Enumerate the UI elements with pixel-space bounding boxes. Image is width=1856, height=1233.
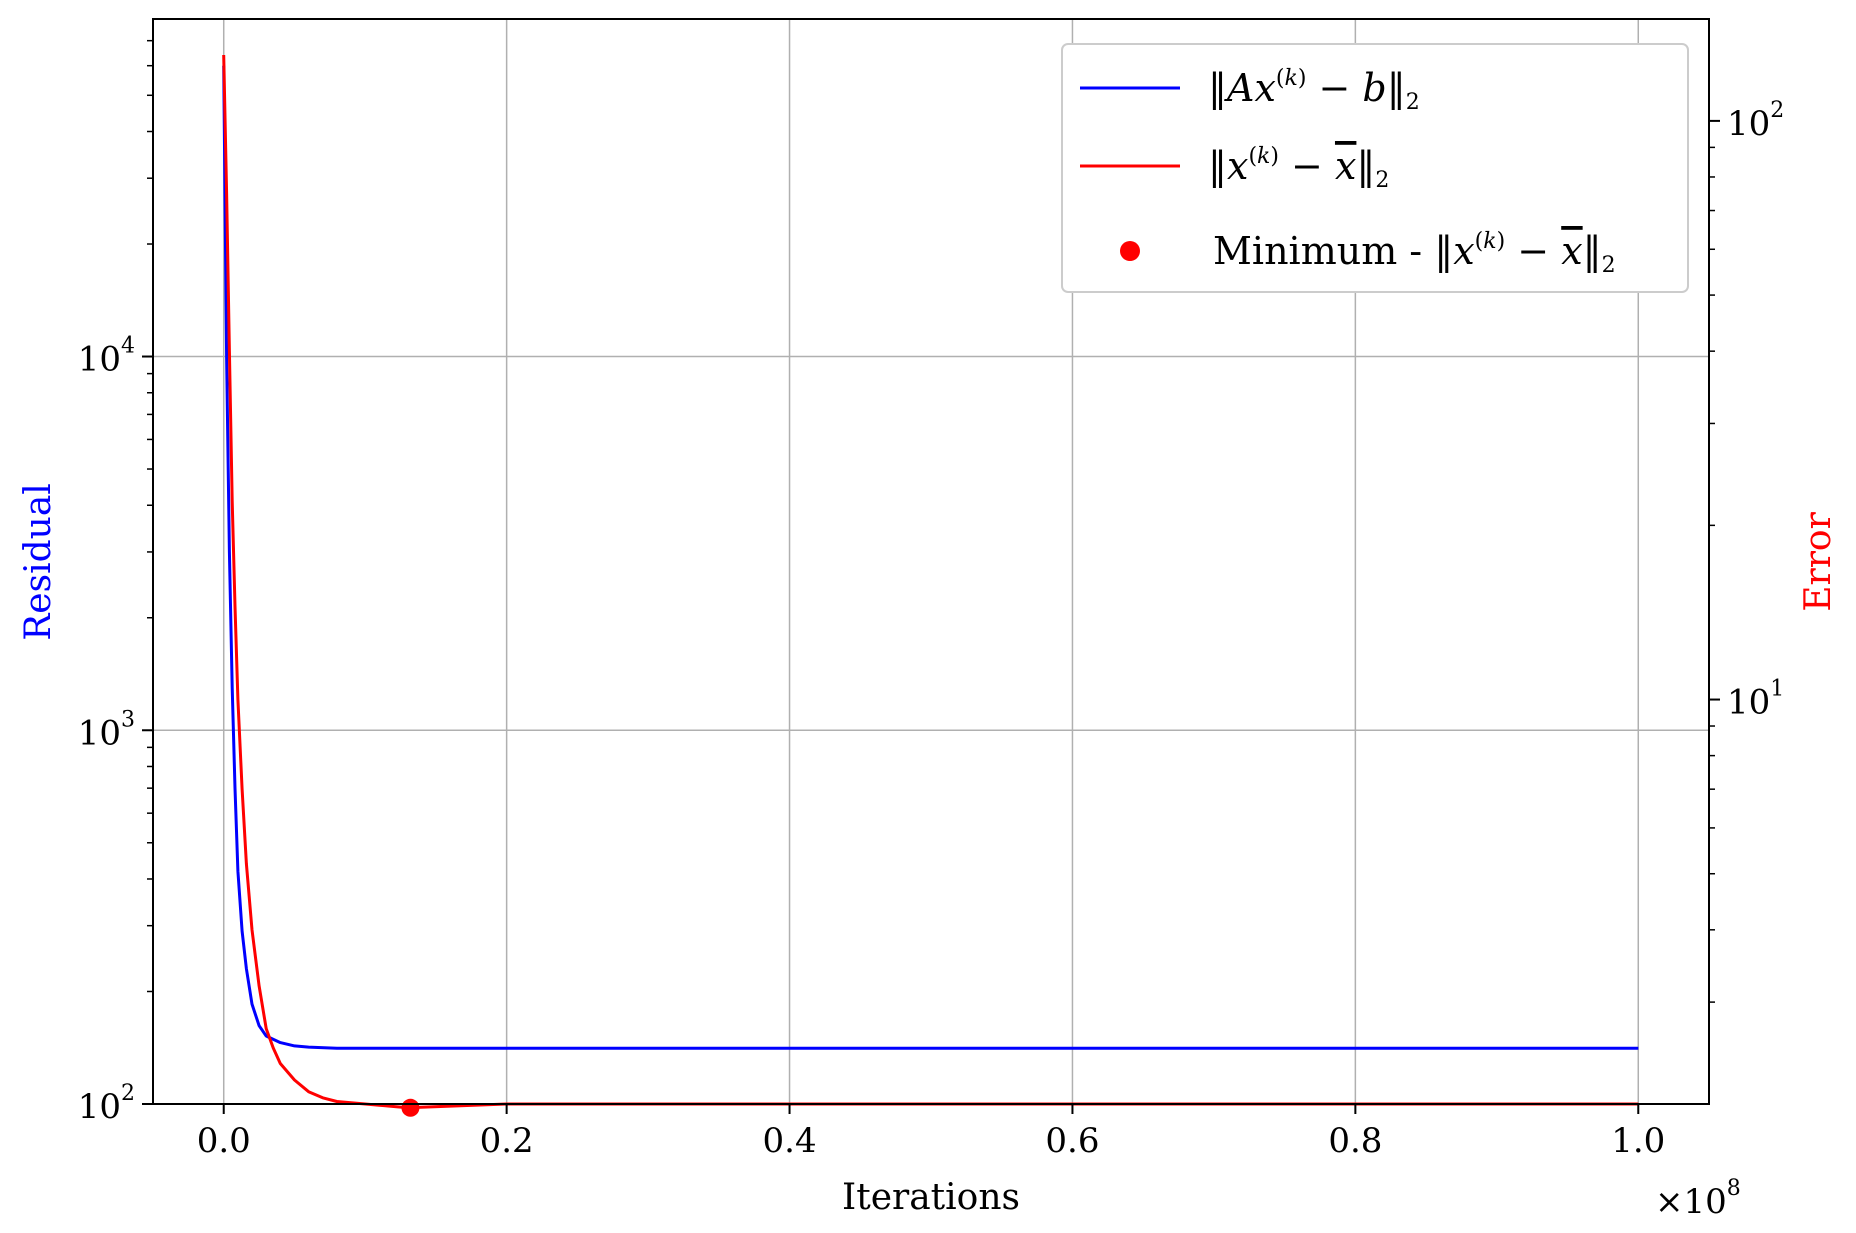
minimum-marker-group <box>401 1098 420 1117</box>
legend-label-minimum: Minimum - ‖x(k) − x‖2 <box>1213 229 1616 278</box>
y-axis-left: 102 103 104 <box>78 39 153 1127</box>
y-left-tick-label: 103 <box>78 707 135 753</box>
plot-frame <box>152 18 1710 1105</box>
y-left-tick-label: 104 <box>78 334 135 380</box>
y-axis-right-label: Error <box>1798 511 1839 611</box>
x-tick-label: 0.0 <box>197 1121 251 1161</box>
x-multiplier-exp: 8 <box>1727 1176 1741 1201</box>
legend-label-residual: ‖Ax(k) − b‖2 <box>1208 66 1420 115</box>
x-axis: 0.0 0.2 0.4 0.6 0.8 1.0 <box>197 1104 1665 1161</box>
minimum-marker <box>401 1098 420 1117</box>
legend-swatch-minimum <box>1120 241 1140 261</box>
y-left-tick-label: 102 <box>78 1081 135 1127</box>
x-tick-label: 0.4 <box>763 1121 817 1161</box>
x-multiplier-base: ×10 <box>1655 1182 1727 1222</box>
x-tick-label: 0.8 <box>1328 1121 1382 1161</box>
y-axis-right: 101 102 <box>1709 98 1784 1003</box>
x-tick-label: 0.6 <box>1045 1121 1099 1161</box>
x-axis-multiplier: ×108 <box>1655 1176 1741 1222</box>
legend-box <box>1061 43 1689 293</box>
x-tick-label: 0.2 <box>480 1121 534 1161</box>
x-axis-label: Iterations <box>842 1177 1020 1218</box>
y-right-tick-label: 102 <box>1727 98 1784 144</box>
y-right-tick-label: 101 <box>1727 677 1784 723</box>
legend-label-error: ‖x(k) − x‖2 <box>1208 144 1389 193</box>
y-axis-left-label: Residual <box>18 483 59 641</box>
legend: ‖Ax(k) − b‖2 ‖x(k) − x‖2 Minimum - ‖x(k)… <box>1061 43 1689 293</box>
series-residual <box>222 65 1639 1050</box>
residual-line <box>222 65 1639 1050</box>
x-tick-label: 1.0 <box>1611 1121 1665 1161</box>
